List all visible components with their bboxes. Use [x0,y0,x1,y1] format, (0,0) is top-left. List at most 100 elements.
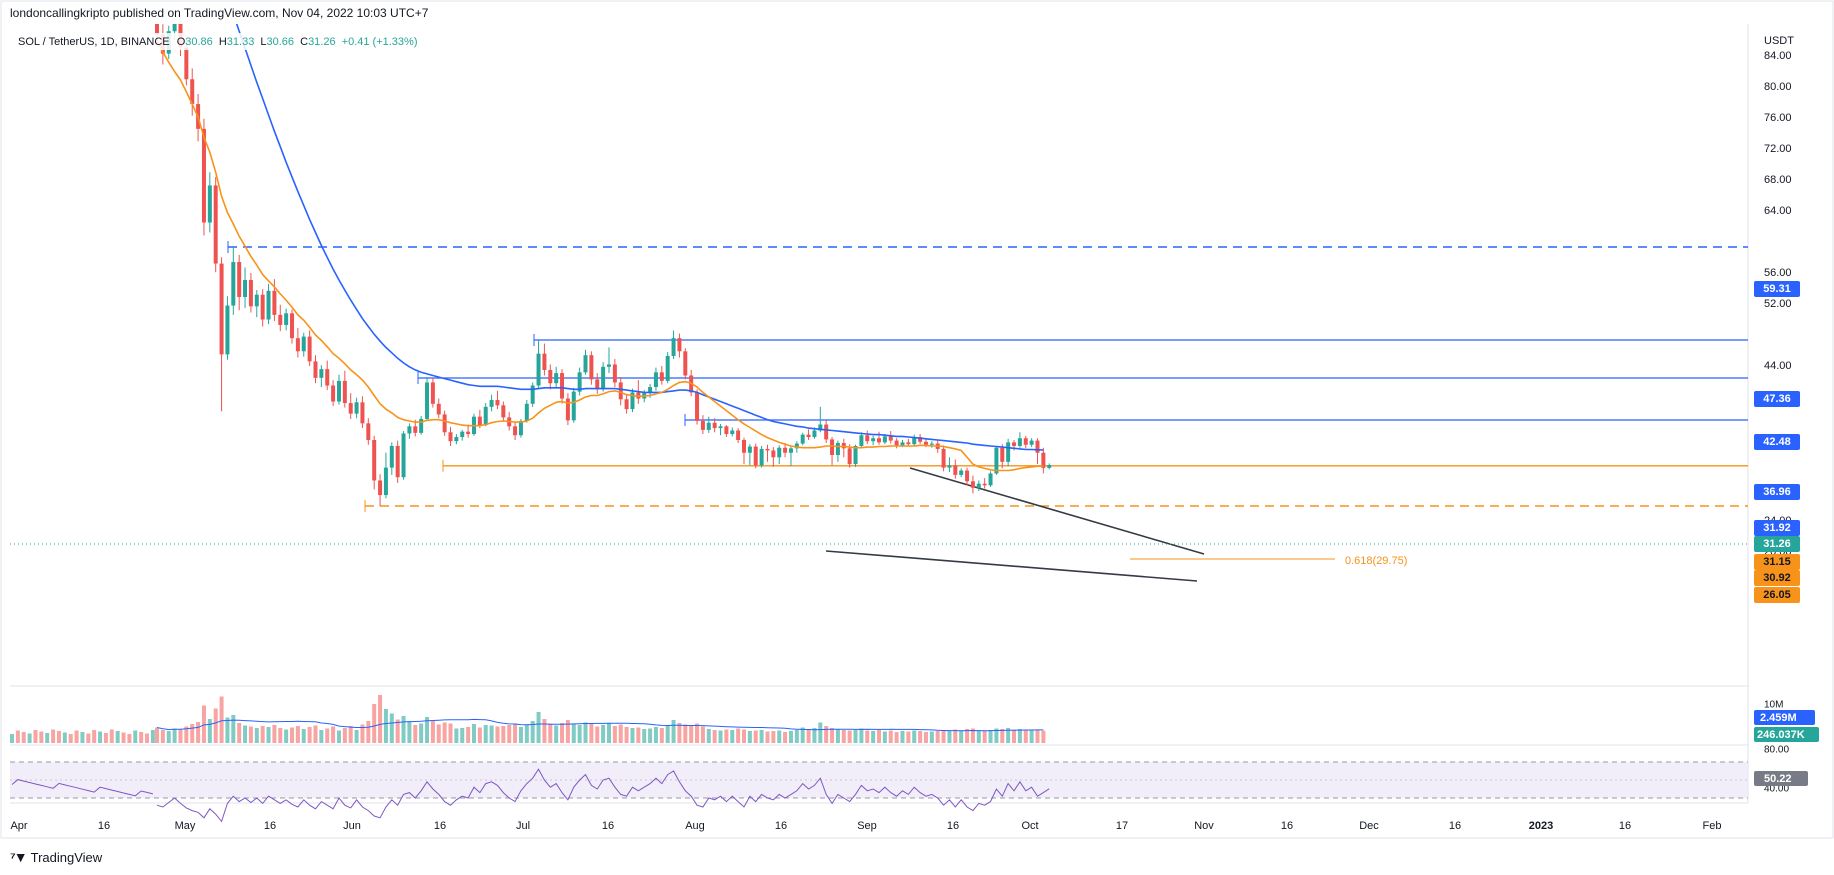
time-tick-label: Aug [685,820,705,832]
volume-axis-tick: 10M [1764,700,1783,711]
candle-body [982,483,987,486]
volume-bar [313,725,318,743]
candle-body [630,392,635,410]
volume-bar [184,726,189,743]
ohlc-low-label: L [260,36,266,48]
candle-body [794,443,799,449]
time-tick-label: 16 [1281,820,1293,832]
candle-body [354,402,359,414]
candle-body [759,448,764,466]
symbol-legend[interactable]: SOL / TetherUS, 1D, BINANCE O30.86 H31.3… [18,36,418,48]
volume-bar [389,713,394,743]
volume-bar [976,730,981,743]
legend-background [12,33,437,50]
volume-bar [471,724,476,743]
volume-bar [970,728,975,743]
time-axis-ticks[interactable]: Apr 16 May 16 Jun 16 Jul 16 Aug 16 Sep 16 Oct 17 Nov 16… [10,820,1721,832]
candle-body [806,434,811,438]
volume-bar [847,730,852,743]
volume-bar [260,726,265,743]
volume-bar [894,732,899,743]
candle-body [1012,442,1017,446]
volume-bar [959,731,964,743]
published-by-line: londoncallingkripto published on Trading… [10,6,429,20]
rsi-line-path [156,768,1050,823]
candle-body [389,445,394,468]
volume-bar [965,729,970,743]
volume-bar [254,728,259,743]
volume-bar [86,733,91,743]
lower-wedge-trendline[interactable] [825,550,1198,582]
volume-bar [301,729,306,743]
price-label-text: 31.26 [1763,538,1791,550]
candle-body [830,439,835,455]
volume-bar [683,724,688,743]
volume-bar [109,729,114,743]
volume-bar [178,729,183,743]
volume-bar [788,731,793,743]
volume-bar [1017,729,1022,743]
candle-body [530,385,535,404]
price-label-badge [1754,570,1800,586]
volume-bar [115,731,120,743]
candle-body [595,379,600,390]
time-tick-label: 16 [98,820,110,832]
volume-bar [882,731,887,743]
candle-body [313,361,318,378]
candle-body [172,24,177,32]
volume-bar [565,720,570,743]
tradingview-brand: TradingView [30,849,103,865]
candle-body [366,423,371,440]
volume-bar [80,732,85,743]
rsi-value: 50.22 [1764,773,1792,785]
horizontal-levels [227,241,1748,512]
volume-bar [430,720,435,743]
candle-body [207,185,212,223]
rsi-value-badge [1754,771,1808,786]
volume-bar [207,719,212,743]
upper-wedge-trendline[interactable] [909,467,1205,555]
candle-body [554,373,559,384]
volume-bar [354,730,359,743]
volume-bar [33,730,38,743]
candle-body [824,424,829,440]
price-axis-ticks[interactable]: 84.00 80.00 76.00 72.00 68.00 64.00 56.00 52.00… [1764,50,1792,589]
candle-body [583,355,588,373]
chart-frame [0,0,1834,839]
candle-body [184,47,189,80]
volume-bar [190,724,195,743]
candle-body [841,442,846,449]
symbol-title[interactable]: SOL / TetherUS, 1D, BINANCE [18,36,170,48]
candle-body [853,445,858,465]
volume-bar [935,731,940,743]
candle-body [994,447,999,474]
volume-bar [636,727,641,743]
price-label-badge [1754,554,1800,570]
candle-body [601,366,606,390]
candle-body [788,448,793,453]
candle-body [724,426,729,435]
volume-bar [612,726,617,743]
candle-body [976,483,981,488]
ohlc-high-label: H [219,36,227,48]
time-tick-label: 2023 [1529,820,1553,832]
volume-bar [425,717,430,743]
volume-bar [677,723,682,743]
volume-bar [953,729,958,743]
time-tick-label: May [175,820,196,832]
volume-bar [982,731,987,743]
volume-bar [548,723,553,743]
volume-bar [378,695,383,743]
volume-bar [794,730,799,743]
price-label-badge [1754,520,1800,536]
volume-bar [413,725,418,743]
volume-bar [243,725,248,743]
volume-bar [759,730,764,743]
candle-body [888,436,893,441]
volume-bar [319,730,324,743]
volume-bar [835,729,840,743]
volume-bar [589,723,594,743]
price-tick-label: 68.00 [1764,174,1792,186]
volume-bar [689,725,694,743]
